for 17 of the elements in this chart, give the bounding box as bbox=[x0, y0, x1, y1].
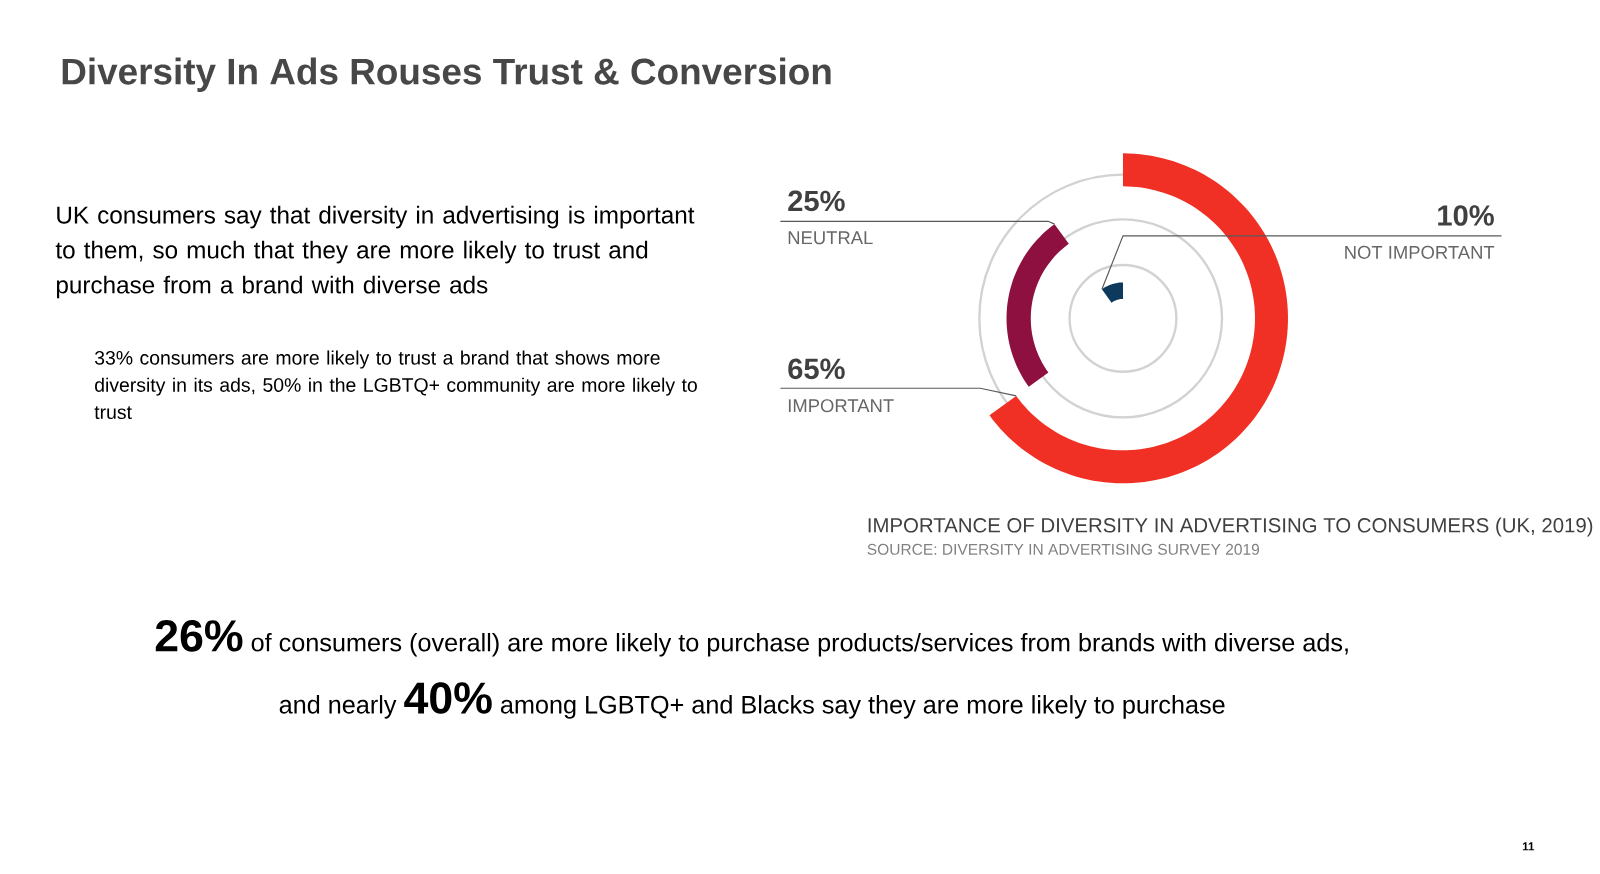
text: 26% bbox=[155, 620, 243, 652]
category-label: NEUTRAL bbox=[788, 231, 873, 245]
category-label: IMPORTANT bbox=[788, 399, 894, 413]
text: IMPORTANCE OF DIVERSITY IN ADVERTISING TO CONSUMERS (UK, 2019) bbox=[868, 517, 1593, 537]
text: Diversity In Ads Rouses Trust & Conversion bbox=[62, 57, 831, 93]
text: 40% bbox=[404, 682, 492, 715]
text: 11 bbox=[1522, 842, 1535, 851]
source-note: SOURCE: DIVERSITY IN ADVERTISING SURVEY 2019 bbox=[867, 544, 1259, 556]
text: UK consumers say that diversity in advertising is important to them, so much that they are more likely to trust and purchase from a brand with diverse ads bbox=[55, 206, 695, 299]
data-label: 10% bbox=[1438, 205, 1494, 227]
data-label: 65% bbox=[788, 358, 845, 380]
text: of consumers (overall) are more likely to purchase products/services from brands with diverse ads, bbox=[251, 633, 1348, 657]
category-label: NOT IMPORTANT bbox=[1345, 246, 1495, 260]
data-label: 25% bbox=[788, 190, 845, 212]
text: 33% consumers are more likely to trust a brand that shows more diversity in its ads, 50% in the LGBTQ+ community are more likely to trust bbox=[94, 350, 697, 420]
text: among LGBTQ+ and Blacks say they are more likely to purchase bbox=[500, 695, 1225, 719]
text: and nearly bbox=[279, 695, 397, 719]
